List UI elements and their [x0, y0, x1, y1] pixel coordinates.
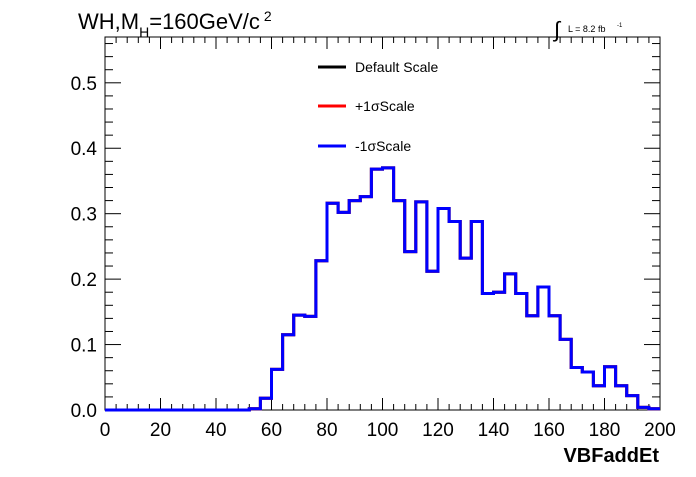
x-tick-label: 200 [644, 420, 676, 441]
legend-label: -1σScale [355, 138, 411, 154]
x-tick-labels: 0 20 40 60 80 100 120 140 160 180 200 [100, 420, 676, 441]
x-tick-label: 20 [150, 420, 171, 441]
x-tick-label: 140 [478, 420, 510, 441]
legend: Default Scale +1σScale -1σScale [318, 59, 438, 154]
y-tick-label: 0.0 [71, 401, 97, 422]
series-line-2 [105, 166, 660, 412]
title-superscript: 2 [264, 8, 272, 24]
x-tick-label: 40 [205, 420, 226, 441]
title-subscript: H [139, 24, 149, 40]
legend-label: +1σScale [355, 98, 415, 114]
luminosity-exponent: -1 [617, 23, 623, 29]
x-axis-label: VBFaddEt [563, 445, 659, 467]
x-tick-label: 160 [533, 420, 565, 441]
axis-ticks [104, 37, 661, 411]
y-tick-label: 0.2 [71, 270, 97, 291]
title-suffix: =160GeV/c [149, 9, 260, 34]
y-tick-label: 0.4 [71, 139, 98, 160]
x-tick-label: 100 [367, 420, 399, 441]
luminosity-label: L = 8.2 fb [568, 24, 605, 34]
y-tick-label: 0.5 [71, 74, 97, 95]
x-tick-label: 180 [589, 420, 621, 441]
title-main: WH,M [78, 9, 139, 34]
y-tick-labels: 0.0 0.1 0.2 0.3 0.4 0.5 [71, 74, 98, 422]
integral-symbol: ∫ [552, 17, 562, 42]
x-tick-label: 120 [422, 420, 454, 441]
x-tick-label: 60 [261, 420, 282, 441]
x-tick-label: 0 [100, 420, 111, 441]
y-tick-label: 0.1 [71, 336, 97, 357]
x-tick-label: 80 [316, 420, 337, 441]
series-group [105, 166, 660, 412]
chart-title: WH,MH=160GeV/c 2 [78, 8, 272, 40]
y-tick-label: 0.3 [71, 205, 97, 226]
legend-label: Default Scale [355, 59, 438, 75]
